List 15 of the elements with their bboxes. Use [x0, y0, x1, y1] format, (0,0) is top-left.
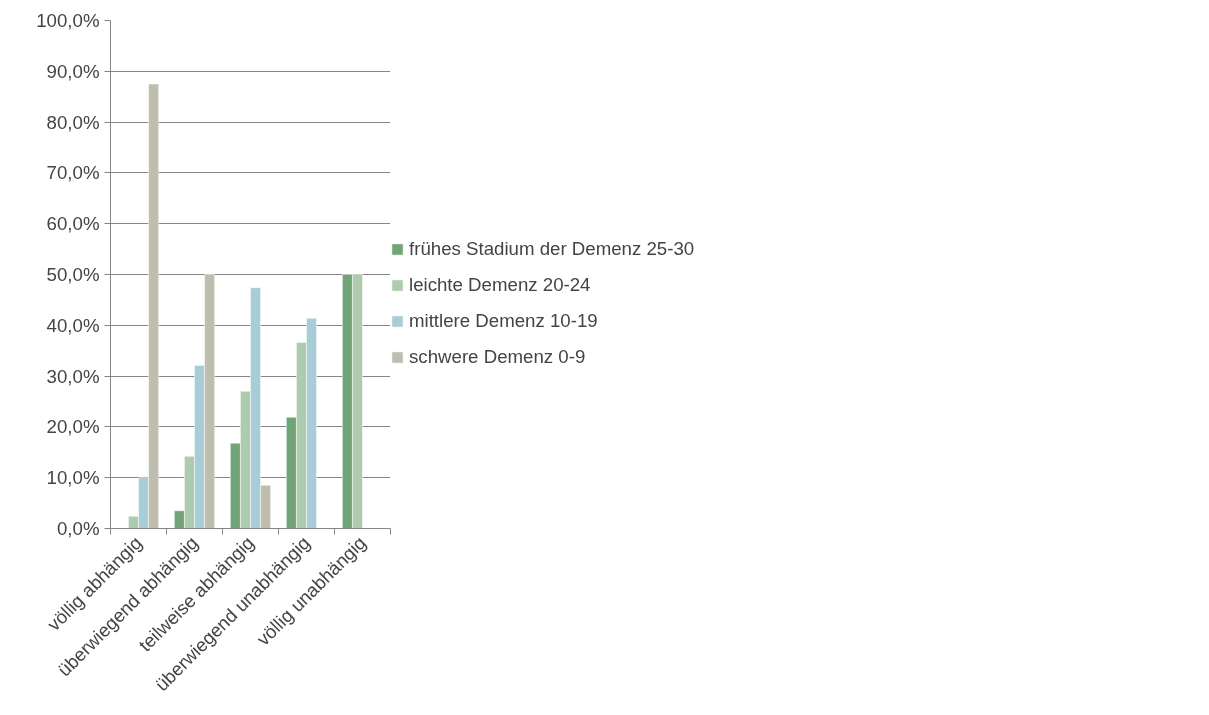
legend-label: leichte Demenz 20-24: [409, 274, 591, 296]
y-tick-label: 40,0%: [46, 314, 100, 336]
y-tick-label: 30,0%: [46, 365, 100, 387]
legend-label: frühes Stadium der Demenz 25-30: [409, 238, 695, 260]
y-tick-label: 60,0%: [46, 213, 100, 235]
y-tick-label: 0,0%: [56, 518, 100, 539]
y-tick-label: 90,0%: [46, 60, 100, 82]
y-tick-label: 80,0%: [46, 111, 100, 133]
y-tick-label: 10,0%: [46, 467, 100, 489]
y-tick-label: 50,0%: [46, 264, 100, 285]
legend-label: mittlere Demenz 10-19: [409, 310, 598, 332]
legend-label: schwere Demenz 0-9: [409, 346, 586, 368]
y-tick-label: 70,0%: [46, 162, 100, 184]
y-tick-label: 20,0%: [46, 416, 100, 438]
y-tick-label: 100,0%: [36, 10, 100, 31]
